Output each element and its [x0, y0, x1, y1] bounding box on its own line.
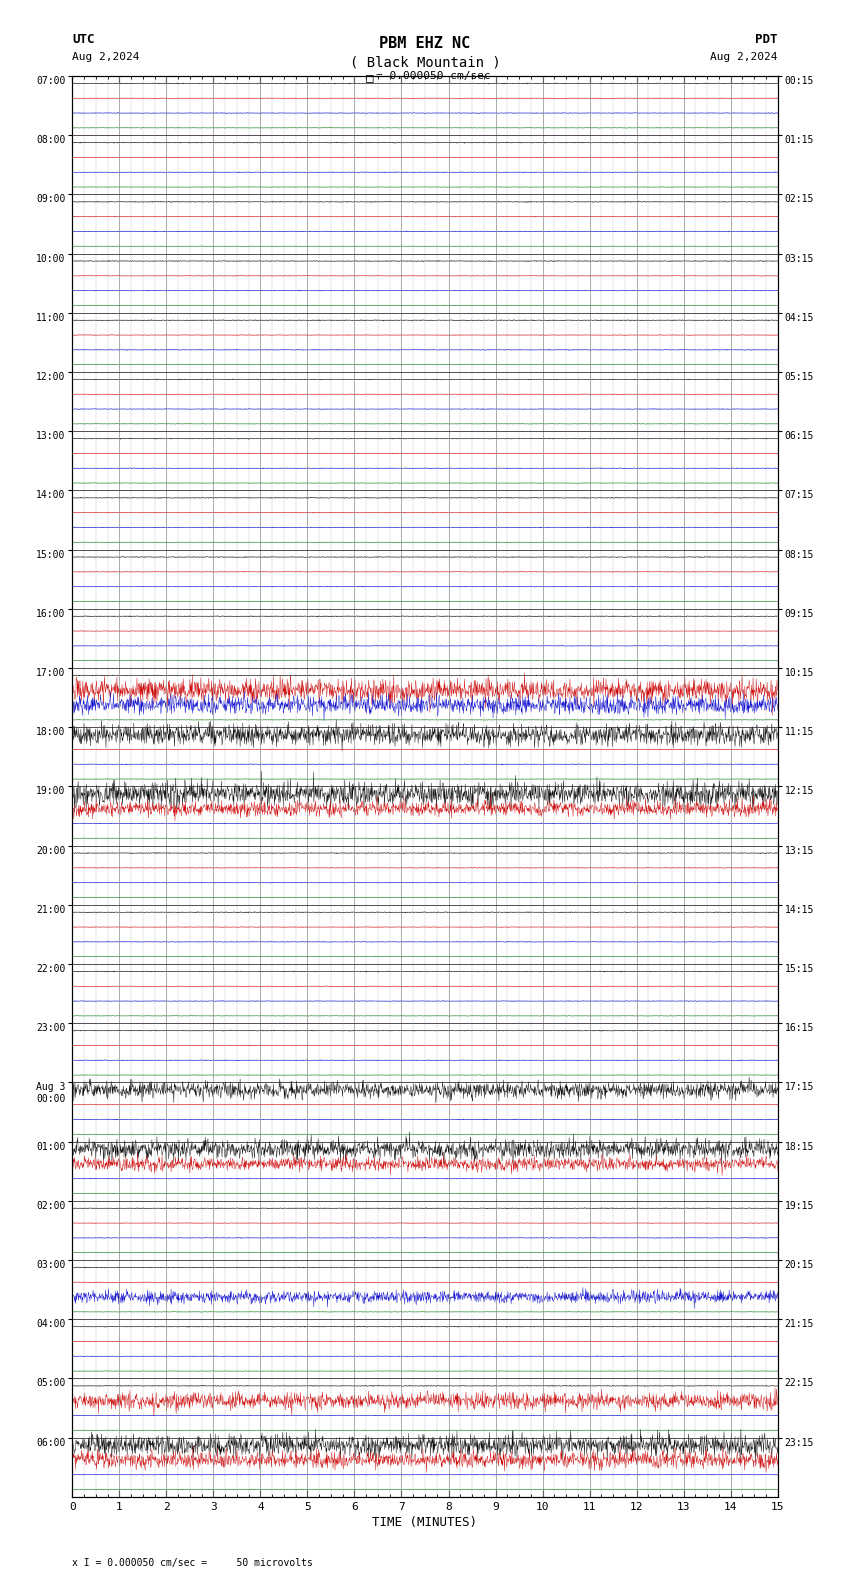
Text: = 0.000050 cm/sec: = 0.000050 cm/sec — [376, 71, 490, 81]
X-axis label: TIME (MINUTES): TIME (MINUTES) — [372, 1516, 478, 1529]
Text: UTC: UTC — [72, 33, 94, 46]
Text: Aug 2,2024: Aug 2,2024 — [72, 52, 139, 62]
Text: PBM EHZ NC: PBM EHZ NC — [379, 36, 471, 51]
Text: ( Black Mountain ): ( Black Mountain ) — [349, 55, 501, 70]
Text: x I = 0.000050 cm/sec =     50 microvolts: x I = 0.000050 cm/sec = 50 microvolts — [72, 1559, 313, 1568]
Text: PDT: PDT — [756, 33, 778, 46]
Text: □: □ — [366, 71, 373, 84]
Text: Aug 2,2024: Aug 2,2024 — [711, 52, 778, 62]
